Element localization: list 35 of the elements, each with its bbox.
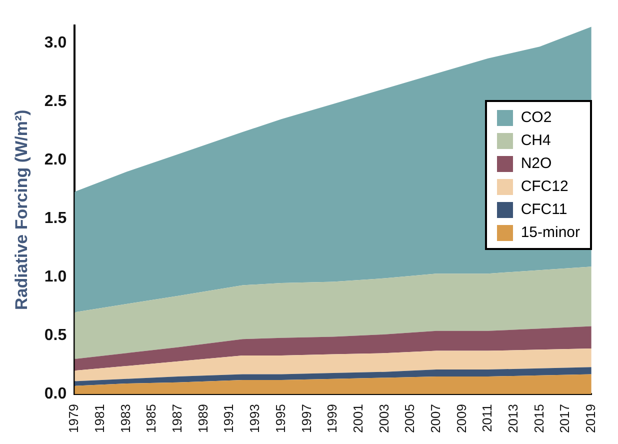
x-tick-label: 1983	[118, 404, 133, 433]
legend-label: CH4	[520, 132, 551, 149]
x-tick-label: 1985	[144, 404, 159, 433]
y-tick-label: 0.0	[44, 385, 67, 402]
x-tick-label: 1981	[92, 404, 108, 433]
x-tick-label: 1989	[195, 404, 210, 433]
x-tick-label: 1995	[272, 404, 288, 433]
x-tick-label: 1991	[221, 404, 236, 433]
legend-label: CFC12	[520, 178, 568, 195]
x-tick-label: 1999	[324, 404, 340, 433]
x-tick-label: 2005	[402, 404, 418, 433]
x-tick-label: 1997	[298, 404, 314, 433]
x-tick-label: 2007	[428, 404, 443, 433]
x-tick-label: 2013	[505, 404, 520, 433]
y-tick-label: 0.5	[44, 326, 67, 344]
x-tick-label: 2003	[376, 404, 392, 433]
x-tick-label: 1979	[66, 404, 82, 433]
y-tick-label: 2.0	[44, 152, 67, 169]
x-tick-label: 2017	[557, 404, 572, 433]
x-tick-label: 1993	[247, 404, 262, 433]
x-tick-label: 2015	[531, 404, 546, 433]
x-tick-label: 2001	[350, 404, 366, 433]
legend-label: CFC11	[520, 201, 568, 218]
legend-label: N2O	[520, 155, 552, 172]
y-axis-title: Radiative Forcing (W/m²)	[12, 110, 31, 310]
y-tick-label: 1.0	[44, 268, 67, 286]
x-tick-label: 2019	[582, 404, 598, 433]
y-tick-label: 1.5	[44, 210, 67, 228]
y-tick-label: 3.0	[44, 34, 67, 52]
y-tick-label: 2.5	[44, 93, 67, 110]
x-tick-label: 1987	[170, 404, 185, 433]
legend-label: 15-minor	[520, 224, 580, 241]
legend-label: CO2	[520, 109, 552, 126]
x-tick-label: 2011	[480, 404, 495, 432]
x-tick-label: 2009	[454, 404, 469, 433]
